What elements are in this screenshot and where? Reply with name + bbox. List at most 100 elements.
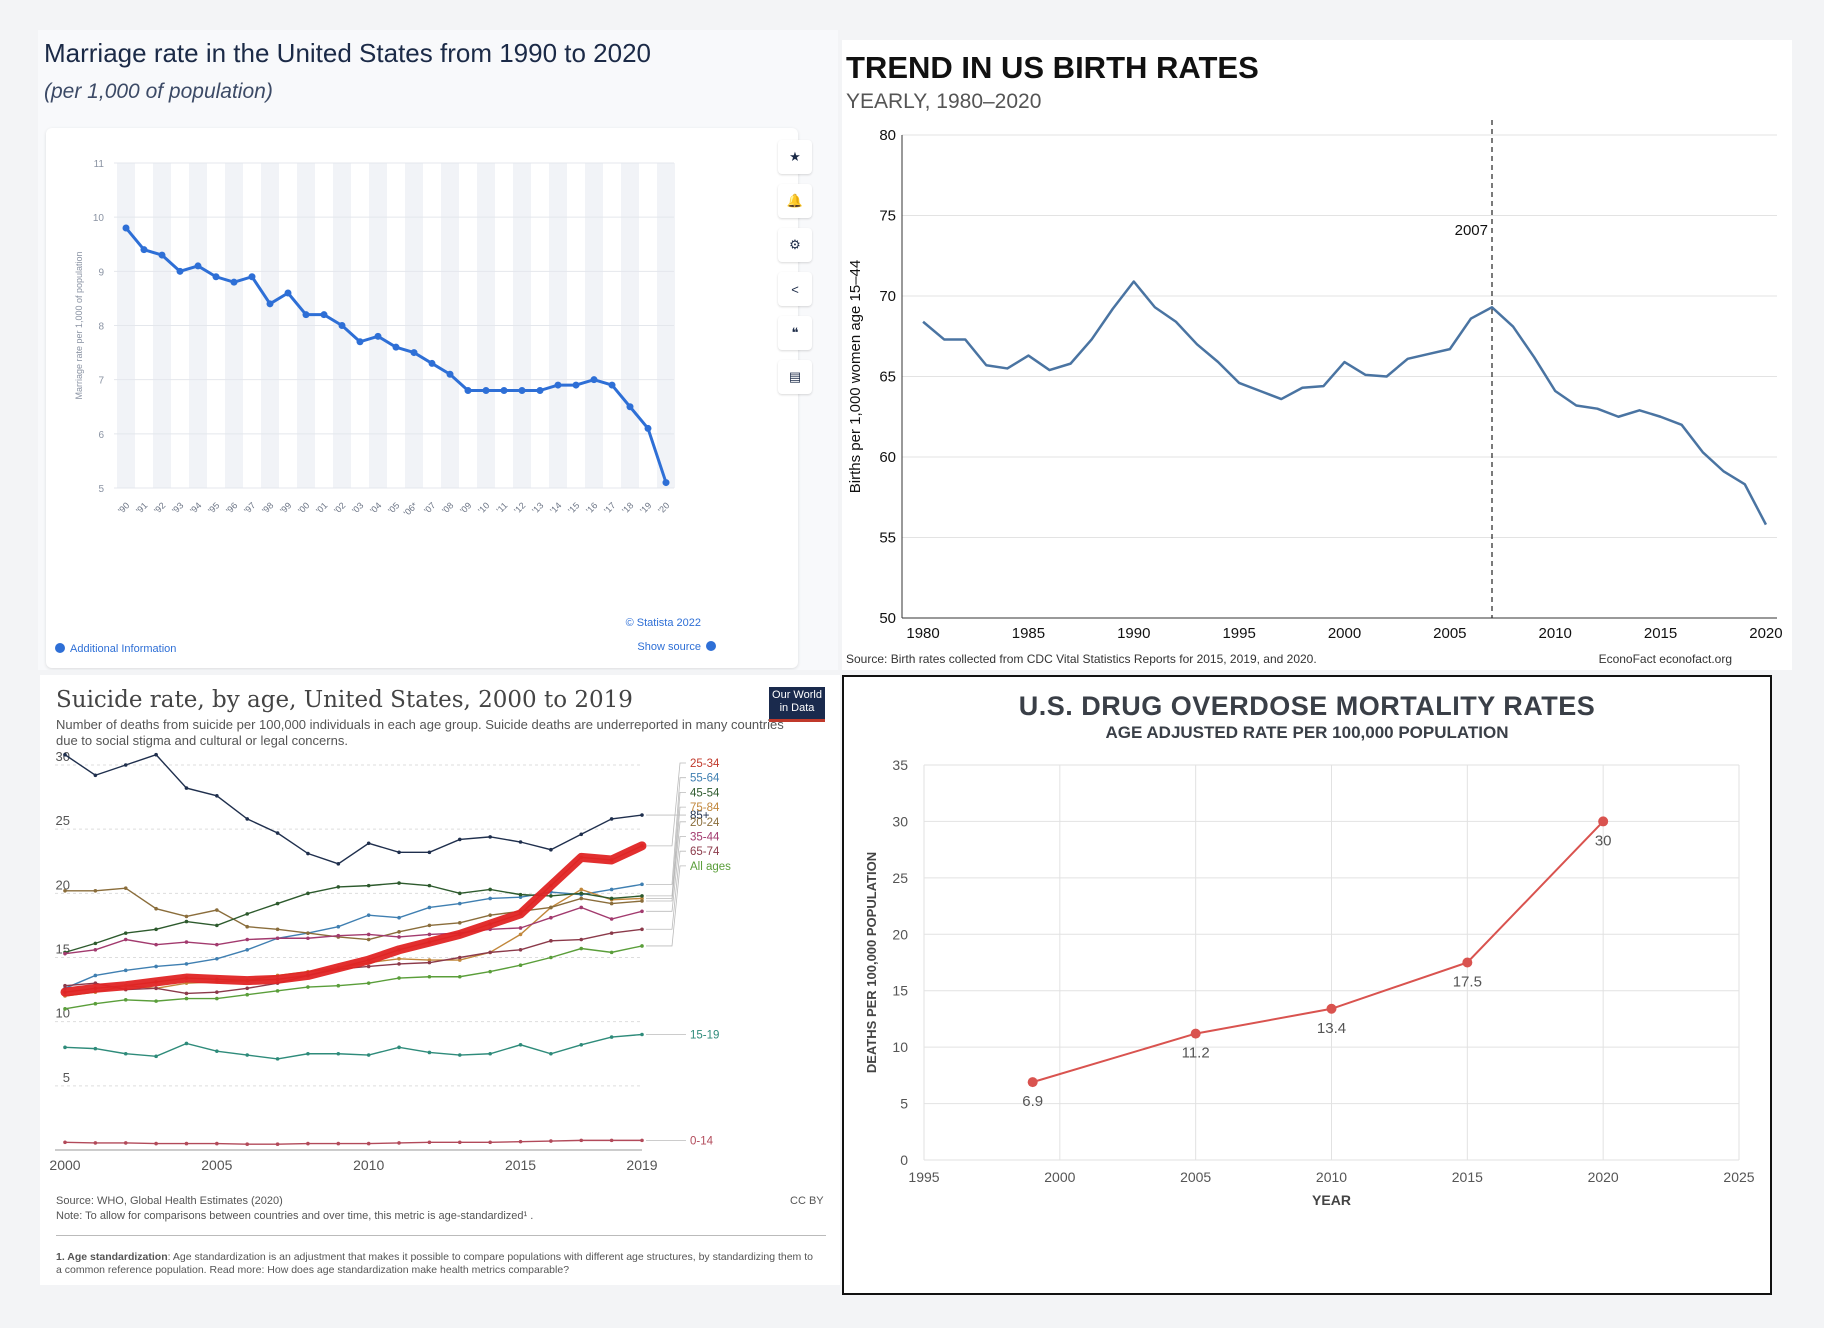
- suicide-data-point: [457, 901, 462, 906]
- suicide-data-point: [93, 773, 98, 778]
- suicide-data-point: [245, 817, 250, 821]
- marriage-x-tick: '96: [224, 500, 239, 515]
- bell-icon[interactable]: 🔔: [778, 184, 812, 218]
- marriage-x-tick: '97: [242, 500, 257, 515]
- marriage-x-tick: '05: [386, 500, 401, 515]
- suicide-legend-connector: [646, 777, 686, 885]
- overdose-y-tick: 20: [892, 926, 908, 942]
- suicide-data-point: [245, 986, 250, 991]
- overdose-data-label: 11.2: [1182, 1045, 1210, 1062]
- quote-icon[interactable]: ❝: [778, 316, 812, 350]
- suicide-data-point: [488, 913, 492, 917]
- suicide-data-point: [245, 937, 250, 942]
- owid-logo-line1: Our World: [772, 689, 822, 701]
- overdose-y-tick: 35: [892, 757, 908, 773]
- print-icon[interactable]: ▤: [778, 360, 812, 394]
- suicide-data-point: [123, 886, 128, 890]
- marriage-y-tick: 8: [98, 322, 104, 333]
- suicide-data-point: [275, 1057, 280, 1061]
- suicide-data-point: [184, 919, 189, 924]
- marriage-y-tick: 6: [98, 430, 104, 441]
- suicide-data-point: [154, 942, 158, 947]
- suicide-legend-label: 15-19: [690, 1030, 719, 1042]
- suicide-data-point: [397, 930, 401, 934]
- births-y-tick: 50: [879, 610, 896, 627]
- suicide-data-point: [93, 1046, 98, 1051]
- births-source: Source: Birth rates collected from CDC V…: [846, 652, 1317, 666]
- overdose-data-label: 13.4: [1317, 1020, 1346, 1037]
- suicide-data-point: [215, 908, 219, 912]
- suicide-data-point: [579, 1042, 584, 1047]
- suicide-data-point: [397, 962, 401, 966]
- suicide-data-point: [488, 1051, 492, 1056]
- suicide-data-point: [549, 1139, 553, 1143]
- suicide-data-point: [427, 1050, 432, 1055]
- suicide-data-point: [609, 1138, 614, 1143]
- suicide-data-point: [245, 948, 250, 952]
- suicide-data-point: [640, 899, 644, 903]
- overdose-y-axis-label: DEATHS PER 100,000 POPULATION: [864, 852, 879, 1073]
- suicide-data-point: [123, 1051, 128, 1056]
- marriage-x-tick: '13: [530, 500, 545, 515]
- overdose-x-tick: 2025: [1723, 1169, 1754, 1185]
- suicide-data-point: [123, 1141, 128, 1145]
- suicide-x-tick: 2015: [505, 1157, 536, 1173]
- suicide-data-point: [154, 927, 158, 932]
- suicide-data-point: [427, 1140, 432, 1145]
- share-icon[interactable]: <: [778, 272, 812, 306]
- suicide-data-point: [488, 896, 492, 901]
- suicide-y-tick: 5: [63, 1070, 70, 1085]
- marriage-data-point: [266, 300, 274, 308]
- suicide-data-point: [640, 896, 644, 901]
- suicide-data-point: [306, 1141, 310, 1146]
- suicide-data-point: [518, 926, 523, 930]
- overdose-data-point: [1027, 1077, 1038, 1088]
- marriage-x-tick: '06*: [402, 500, 420, 518]
- marriage-data-point: [626, 403, 634, 411]
- suicide-legend-label: 85+: [690, 810, 710, 822]
- marriage-rate-panel: Marriage rate in the United States from …: [38, 30, 838, 670]
- marriage-x-tick: '93: [170, 500, 185, 515]
- suicide-data-point: [184, 962, 189, 966]
- marriage-subtitle: (per 1,000 of population): [44, 80, 273, 103]
- suicide-data-point: [640, 813, 644, 817]
- suicide-data-point: [123, 998, 128, 1002]
- overdose-data-label: 17.5: [1453, 974, 1482, 991]
- suicide-data-point: [93, 941, 98, 946]
- suicide-data-point: [549, 939, 553, 943]
- suicide-data-point: [215, 1141, 219, 1146]
- suicide-data-point: [336, 924, 341, 929]
- marriage-x-tick: '94: [188, 500, 203, 515]
- overdose-data-point: [1326, 1003, 1337, 1014]
- suicide-legend-label: 45-54: [690, 787, 720, 799]
- suicide-data-point: [306, 891, 310, 896]
- star-icon[interactable]: ★: [778, 140, 812, 174]
- suicide-data-point: [427, 932, 432, 937]
- suicide-data-point: [609, 950, 614, 955]
- overdose-data-point: [1598, 816, 1609, 827]
- overdose-x-tick: 2010: [1316, 1169, 1347, 1185]
- suicide-data-point: [275, 901, 280, 906]
- suicide-data-point: [609, 931, 614, 935]
- overdose-x-tick: 2000: [1044, 1169, 1075, 1185]
- suicide-legend-label: 0-14: [690, 1135, 714, 1147]
- suicide-data-point: [184, 786, 189, 790]
- suicide-data-point: [154, 1054, 158, 1059]
- marriage-data-point: [446, 370, 454, 378]
- births-y-tick: 75: [879, 208, 896, 225]
- suicide-data-point: [609, 917, 614, 921]
- suicide-data-point: [336, 862, 341, 866]
- suicide-data-point: [397, 881, 401, 885]
- marriage-data-point: [356, 338, 364, 346]
- gear-icon[interactable]: ⚙: [778, 228, 812, 262]
- suicide-data-point: [184, 940, 189, 944]
- suicide-data-point: [609, 817, 614, 821]
- suicide-data-point: [215, 942, 219, 947]
- suicide-data-point: [63, 1045, 67, 1050]
- marriage-x-tick: '09: [458, 500, 473, 515]
- suicide-data-point: [93, 1141, 98, 1145]
- marriage-data-point: [374, 332, 382, 340]
- marriage-chart: 5 6 7 8 9 10 11 Marriage rate per 1,000 of popu…: [55, 159, 716, 655]
- marriage-data-point: [608, 381, 616, 389]
